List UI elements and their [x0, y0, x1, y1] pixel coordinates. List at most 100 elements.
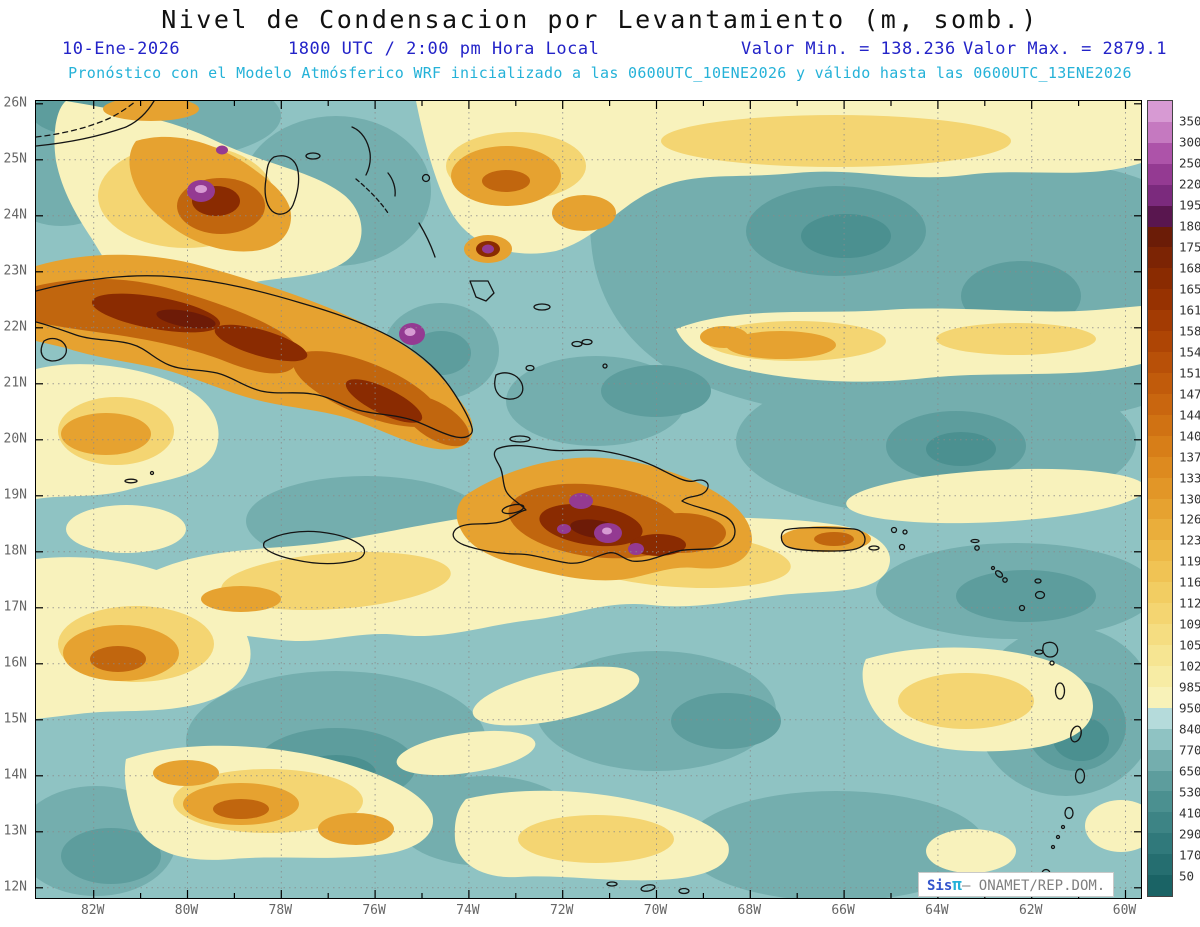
lat-tick-label: 22N — [3, 319, 27, 335]
colorbar-tick-label: 770 — [1179, 742, 1200, 758]
guadeloupe-west-wing — [1034, 649, 1044, 655]
grid-layer — [36, 101, 1141, 898]
colorbar-segment — [1148, 268, 1172, 290]
forecast-description: Pronóstico con el Modelo Atmósferico WRF… — [68, 64, 1132, 82]
lat-tick-label: 13N — [3, 823, 27, 839]
st-lucia — [1074, 768, 1086, 784]
colorbar-tick-label: 1370 — [1179, 449, 1200, 465]
grenadines-3 — [1050, 844, 1056, 850]
marie-galante — [1049, 660, 1055, 666]
aruba — [606, 881, 618, 887]
anguilla — [970, 538, 980, 544]
grenadines-1 — [1060, 824, 1066, 830]
grand-turk — [602, 363, 608, 369]
lat-tick-label: 25N — [3, 151, 27, 167]
colorbar — [1147, 100, 1173, 897]
great-inagua — [494, 372, 524, 400]
little-inagua — [525, 364, 535, 372]
min-value-label: Valor Min. = 138.236 — [741, 39, 956, 59]
lat-tick-label: 15N — [3, 711, 27, 727]
colorbar-tick-label: 1950 — [1179, 197, 1200, 213]
lon-tick-label: 78W — [268, 903, 293, 918]
colorbar-tick-label: 290 — [1179, 826, 1200, 842]
run-date: 10-Ene-2026 — [62, 39, 181, 59]
colorbar-tick-label: 1160 — [1179, 574, 1200, 590]
antigua — [1034, 590, 1046, 600]
colorbar-segment — [1148, 393, 1172, 415]
colorbar-segment — [1148, 519, 1172, 541]
lon-tick-label: 74W — [456, 903, 480, 918]
colorbar-segment — [1148, 603, 1172, 625]
max-value-label: Valor Max. = 2879.1 — [963, 39, 1167, 59]
colorbar-tick-label: 3500 — [1179, 113, 1200, 129]
lat-tick-label: 16N — [3, 655, 27, 671]
colorbar-segment — [1148, 665, 1172, 687]
virgin-island-2 — [902, 529, 908, 535]
lon-tick-label: 70W — [643, 903, 668, 918]
crooked-acklins — [469, 280, 495, 302]
colorbar-tick-label: 3000 — [1179, 134, 1200, 150]
coastline-layer — [36, 101, 1086, 895]
lat-tick-label: 26N — [3, 95, 27, 111]
long-island-bahamas — [418, 222, 436, 258]
tortuga-island — [509, 435, 531, 443]
colorbar-segment — [1148, 184, 1172, 206]
colorbar-tick-label: 1475 — [1179, 386, 1200, 402]
lon-tick-label: 66W — [831, 903, 855, 918]
map-canvas — [36, 101, 1141, 898]
lon-tick-label: 80W — [174, 903, 199, 918]
colorbar-tick-label: 1230 — [1179, 532, 1200, 548]
colorbar-segment — [1148, 435, 1172, 457]
colorbar-tick-label: 1615 — [1179, 302, 1200, 318]
lat-tick-label: 19N — [3, 487, 27, 503]
colorbar-segment — [1148, 791, 1172, 813]
colorbar-tick-label: 1580 — [1179, 323, 1200, 339]
colorbar-tick-label: 410 — [1179, 805, 1200, 821]
colorbar-segment — [1148, 101, 1172, 122]
map-frame — [35, 100, 1142, 899]
san-salvador — [421, 173, 431, 183]
lat-axis: 26N 25N 24N 23N 22N 21N 20N 19N 18N 17N 16N 15N 14N 1… — [0, 95, 31, 897]
colorbar-segment — [1148, 582, 1172, 604]
grand-cayman — [124, 478, 138, 484]
colorbar-segment — [1148, 456, 1172, 478]
colorbar-segment — [1148, 205, 1172, 227]
new-providence — [305, 152, 321, 160]
colorbar-labels: 3500 3000 2500 2200 1950 1800 1750 1685 1650 1615… — [1179, 100, 1200, 897]
colorbar-tick-label: 1685 — [1179, 260, 1200, 276]
lat-tick-label: 24N — [3, 207, 27, 223]
st-martin — [974, 545, 980, 551]
colorbar-segment — [1148, 875, 1172, 897]
colorbar-segment — [1148, 770, 1172, 792]
colorbar-tick-label: 1055 — [1179, 637, 1200, 653]
colorbar-segment — [1148, 854, 1172, 876]
attribution-box: Sisπ– ONAMET/REP.DOM. — [918, 872, 1115, 897]
st-eustatius — [990, 565, 996, 571]
hispaniola-coast — [452, 444, 736, 564]
header-row: 10-Ene-2026 1800 UTC / 2:00 pm Hora Loca… — [0, 39, 1200, 61]
colorbar-segment — [1148, 728, 1172, 750]
cat-island — [387, 172, 396, 197]
colorbar-tick-label: 1510 — [1179, 365, 1200, 381]
mayaguana — [533, 303, 551, 311]
grenadines-2 — [1055, 834, 1061, 840]
colorbar-tick-label: 1020 — [1179, 658, 1200, 674]
cayman-brac — [149, 470, 155, 476]
colorbar-segment — [1148, 561, 1172, 583]
isla-juventud — [40, 337, 68, 362]
colorbar-segment — [1148, 226, 1172, 248]
colorbar-tick-label: 1405 — [1179, 428, 1200, 444]
field-pink-layer — [195, 185, 612, 535]
jamaica-coast — [262, 530, 366, 565]
lat-tick-label: 21N — [3, 375, 27, 391]
andros-island — [264, 155, 300, 215]
lon-tick-label: 60W — [1112, 903, 1137, 918]
colorbar-tick-label: 1650 — [1179, 281, 1200, 297]
lon-tick-label: 62W — [1018, 903, 1043, 918]
colorbar-segment — [1148, 812, 1172, 834]
lon-axis: 82W 80W 78W 76W 74W 72W 70W 68W 66W 64W 62W 60W — [35, 903, 1140, 921]
plot-title: Nivel de Condensacion por Levantamiento … — [161, 5, 1039, 34]
colorbar-segment — [1148, 289, 1172, 311]
colorbar-segment — [1148, 247, 1172, 269]
